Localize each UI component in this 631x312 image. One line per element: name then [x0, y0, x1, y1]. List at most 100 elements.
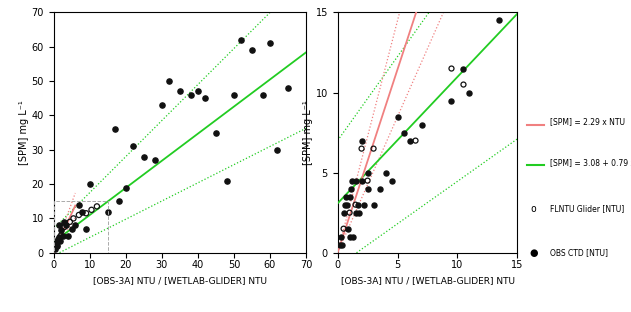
Point	[92, 204, 102, 209]
Point	[52, 238, 62, 243]
Point	[335, 242, 345, 247]
Point	[156, 103, 167, 108]
Point	[343, 226, 353, 231]
Point	[363, 178, 373, 183]
Point	[211, 130, 221, 135]
Point	[70, 223, 80, 228]
Point	[114, 199, 124, 204]
Point	[121, 185, 131, 190]
Point	[52, 243, 62, 248]
Point	[283, 85, 293, 90]
Point	[150, 158, 160, 163]
Point	[347, 178, 357, 183]
Point	[86, 207, 97, 212]
Point	[399, 130, 409, 135]
Point	[351, 178, 361, 183]
Point	[359, 202, 369, 207]
Text: ●: ●	[529, 248, 538, 258]
X-axis label: [OBS-3A] NTU / [WETLAB-GLIDER] NTU: [OBS-3A] NTU / [WETLAB-GLIDER] NTU	[341, 276, 514, 285]
Point	[247, 48, 257, 53]
Point	[54, 235, 64, 240]
Point	[55, 238, 65, 243]
Point	[357, 178, 367, 183]
Point	[357, 146, 367, 151]
Point	[68, 216, 78, 221]
Point	[363, 170, 373, 175]
Point	[369, 202, 379, 207]
Point	[200, 96, 210, 101]
X-axis label: [OBS-3A] NTU / [WETLAB-GLIDER] NTU: [OBS-3A] NTU / [WETLAB-GLIDER] NTU	[93, 276, 267, 285]
Point	[164, 79, 174, 84]
Point	[265, 41, 275, 46]
Point	[447, 66, 457, 71]
Point	[345, 234, 355, 239]
Point	[375, 186, 385, 191]
Point	[59, 225, 69, 230]
Point	[56, 228, 66, 233]
Point	[53, 236, 63, 241]
Point	[339, 202, 350, 207]
Point	[236, 37, 246, 42]
Point	[56, 233, 66, 238]
Point	[65, 219, 75, 224]
Point	[345, 210, 355, 215]
Point	[272, 147, 282, 152]
Point	[229, 92, 239, 97]
Point	[348, 234, 358, 239]
Point	[110, 127, 120, 132]
Text: [SPM] = 2.29 x NTU: [SPM] = 2.29 x NTU	[550, 117, 625, 126]
Point	[351, 210, 361, 215]
Point	[345, 194, 355, 199]
Point	[57, 233, 68, 238]
Point	[54, 223, 64, 228]
Point	[351, 202, 361, 207]
Point	[339, 226, 349, 231]
Point	[74, 212, 84, 217]
Point	[193, 89, 203, 94]
Point	[447, 98, 457, 103]
Point	[50, 247, 60, 252]
Text: o: o	[530, 204, 536, 214]
Point	[81, 211, 91, 216]
Point	[363, 186, 373, 191]
Point	[336, 234, 346, 239]
Point	[357, 138, 367, 143]
Point	[186, 92, 196, 97]
Point	[59, 219, 69, 224]
Point	[464, 90, 475, 95]
Point	[85, 182, 95, 187]
Y-axis label: [SPM] mg L⁻¹: [SPM] mg L⁻¹	[303, 100, 313, 165]
Point	[341, 194, 351, 199]
Point	[458, 66, 468, 71]
Point	[369, 146, 379, 151]
Point	[404, 138, 415, 143]
Point	[353, 202, 363, 207]
Point	[50, 241, 61, 246]
Point	[416, 122, 427, 127]
Point	[139, 154, 149, 159]
Point	[495, 18, 505, 23]
Point	[338, 242, 348, 247]
Point	[103, 209, 113, 214]
Text: [SPM] = 3.08 + 0.79 x NTU  R² = 0.73 for NTU: [SPM] = 3.08 + 0.79 x NTU R² = 0.73 for …	[550, 158, 631, 167]
Point	[52, 243, 62, 248]
Point	[175, 89, 185, 94]
Point	[411, 138, 421, 143]
Point	[257, 92, 268, 97]
Point	[61, 223, 71, 228]
Point	[392, 114, 403, 119]
Point	[387, 178, 397, 183]
Point	[346, 186, 356, 191]
Point	[339, 210, 349, 215]
Point	[221, 178, 232, 183]
Point	[74, 202, 84, 207]
Point	[78, 209, 88, 214]
Point	[128, 144, 138, 149]
Point	[67, 226, 77, 231]
Text: FLNTU Glider [NTU]: FLNTU Glider [NTU]	[550, 205, 625, 213]
Text: OBS CTD [NTU]: OBS CTD [NTU]	[550, 248, 608, 257]
Y-axis label: [SPM] mg L⁻¹: [SPM] mg L⁻¹	[19, 100, 29, 165]
Point	[354, 210, 364, 215]
Point	[380, 170, 391, 175]
Point	[342, 202, 352, 207]
